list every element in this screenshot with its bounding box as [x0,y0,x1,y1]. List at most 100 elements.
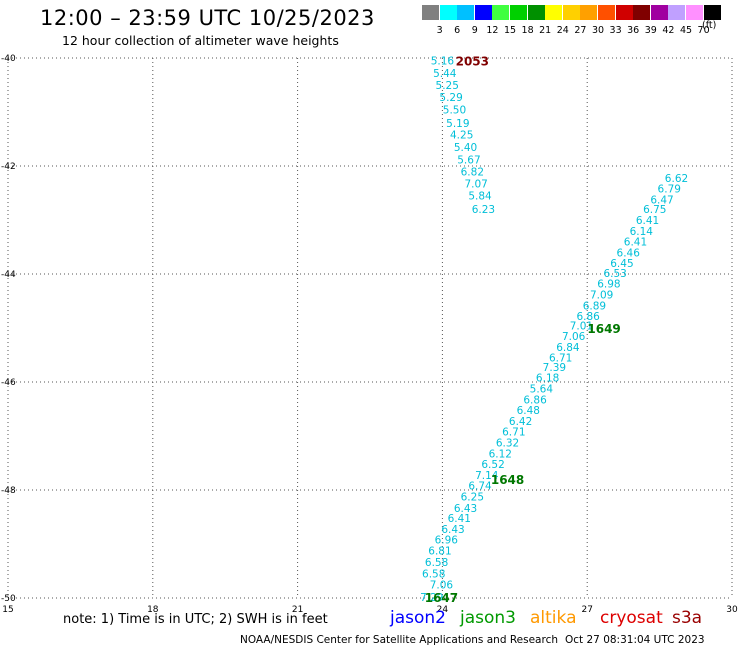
wave-height-label: 6.75 [643,204,666,216]
y-tick-label: -44 [1,270,16,280]
color-swatch [615,5,633,20]
wave-height-label: 5.29 [439,92,462,104]
satellite-legend-s3a: s3a [672,608,703,628]
y-tick-label: -48 [1,486,16,496]
wave-height-label: 7.09 [590,290,613,302]
footer-note: note: 1) Time is in UTC; 2) SWH is in fe… [63,612,328,627]
wave-height-label: 6.48 [517,405,540,417]
footer-timestamp: Oct 27 08:31:04 UTC 2023 [565,634,705,646]
wave-height-label: 6.46 [617,247,641,259]
color-swatch [598,5,615,20]
time-label: 1648 [491,473,524,487]
color-swatch [668,5,686,20]
wave-height-label: 5.40 [454,142,477,154]
wave-height-label: 6.71 [549,353,572,365]
color-swatch [545,5,563,20]
satellite-legend-jason3: jason3 [460,608,516,628]
color-swatch [703,5,721,20]
wave-height-label: 6.23 [472,204,495,216]
wave-height-label: 6.79 [658,184,681,196]
color-scale-label: 21 [539,25,552,36]
wave-height-label: 7.06 [562,331,586,343]
x-tick-label: 21 [292,605,303,615]
color-scale-label: 27 [574,25,587,36]
y-tick-label: -42 [1,162,16,172]
wave-height-label: 6.82 [461,166,484,178]
color-scale-label: 42 [662,25,675,36]
wave-height-label: 7.07 [464,178,487,190]
color-scale-label: 39 [644,25,657,36]
color-scale-label: 3 [436,25,443,36]
x-tick-label: 27 [581,605,592,615]
chart-title: 12:00 – 23:59 UTC 10/25/2023 [40,6,375,30]
color-scale-label: 15 [503,25,517,36]
color-scale-units: (ft) [702,20,717,31]
wave-height-label: 6.32 [496,437,519,449]
wave-height-label: 6.58 [422,569,445,581]
wave-height-label: 6.62 [665,173,688,185]
x-tick-label: 24 [437,605,449,615]
color-scale-label: 30 [591,25,605,36]
y-tick-label: -40 [1,54,16,64]
wave-height-label: 6.98 [597,279,620,291]
chart-subtitle: 12 hour collection of altimeter wave hei… [62,33,339,48]
wave-height-label: 7.39 [543,362,566,374]
time-label: 2053 [456,55,489,69]
wave-height-label: 6.71 [502,427,525,439]
color-scale-label: 70 [697,25,710,36]
wave-height-label: 5.84 [468,191,492,203]
color-swatch [439,5,457,20]
wave-height-label: 5.64 [530,383,554,395]
color-swatch [527,5,545,20]
color-scale-label: 24 [556,25,569,36]
wave-height-label: 6.89 [583,300,606,312]
wave-height-label: 5.50 [443,104,466,116]
wave-height-label: 6.14 [630,226,654,238]
y-tick-label: -50 [1,594,16,604]
satellite-legend-altika: altika [530,608,577,628]
wave-height-label: 7.14 [475,470,499,482]
wave-height-label: 6.86 [523,394,547,406]
wave-height-label: 6.74 [468,481,492,493]
x-tick-label: 15 [2,605,13,615]
wave-height-label: 6.86 [576,311,600,323]
wave-height-label: 6.12 [489,448,512,460]
color-scale-label: 18 [521,25,534,36]
color-swatch [562,5,580,20]
wave-height-label: 4.25 [450,130,473,142]
wave-height-label: 7.06 [430,580,454,592]
wave-height-label: 6.41 [624,237,647,249]
color-swatch [686,5,703,20]
color-swatch [580,5,598,20]
time-label: 1649 [587,322,620,336]
wave-height-label: 6.58 [425,557,448,569]
color-swatch [422,5,439,20]
wave-height-label: 5.16 [431,56,455,68]
y-tick-label: -46 [1,378,16,388]
wave-height-label: 6.41 [448,513,471,525]
wave-height-label: 5.25 [436,80,459,92]
wave-height-label: 6.41 [636,215,659,227]
wave-height-label: 6.47 [650,194,673,206]
color-swatch [633,5,651,20]
wave-height-label: 5.19 [446,118,469,130]
footer-credit: NOAA/NESDIS Center for Satellite Applica… [240,634,558,646]
x-tick-label: 18 [147,605,159,615]
color-scale-label: 12 [486,25,499,36]
satellite-legend-cryosat: cryosat [600,608,663,628]
wave-height-label: 6.84 [556,342,580,354]
satellite-legend-jason2: jason2 [390,608,446,628]
color-swatch [510,5,527,20]
wave-height-label: 5.44 [433,68,457,80]
wave-height-label: 5.67 [457,155,480,167]
wave-height-label: 6.52 [481,459,504,471]
wave-height-label: 6.42 [509,416,532,428]
color-scale-label: 45 [679,25,693,36]
wave-height-label: 6.53 [603,268,626,280]
time-label: 1647 [425,591,458,605]
color-swatch [650,5,668,20]
color-swatch [474,5,492,20]
wave-height-label: 6.81 [428,545,451,557]
wave-height-label: 6.25 [461,491,484,503]
